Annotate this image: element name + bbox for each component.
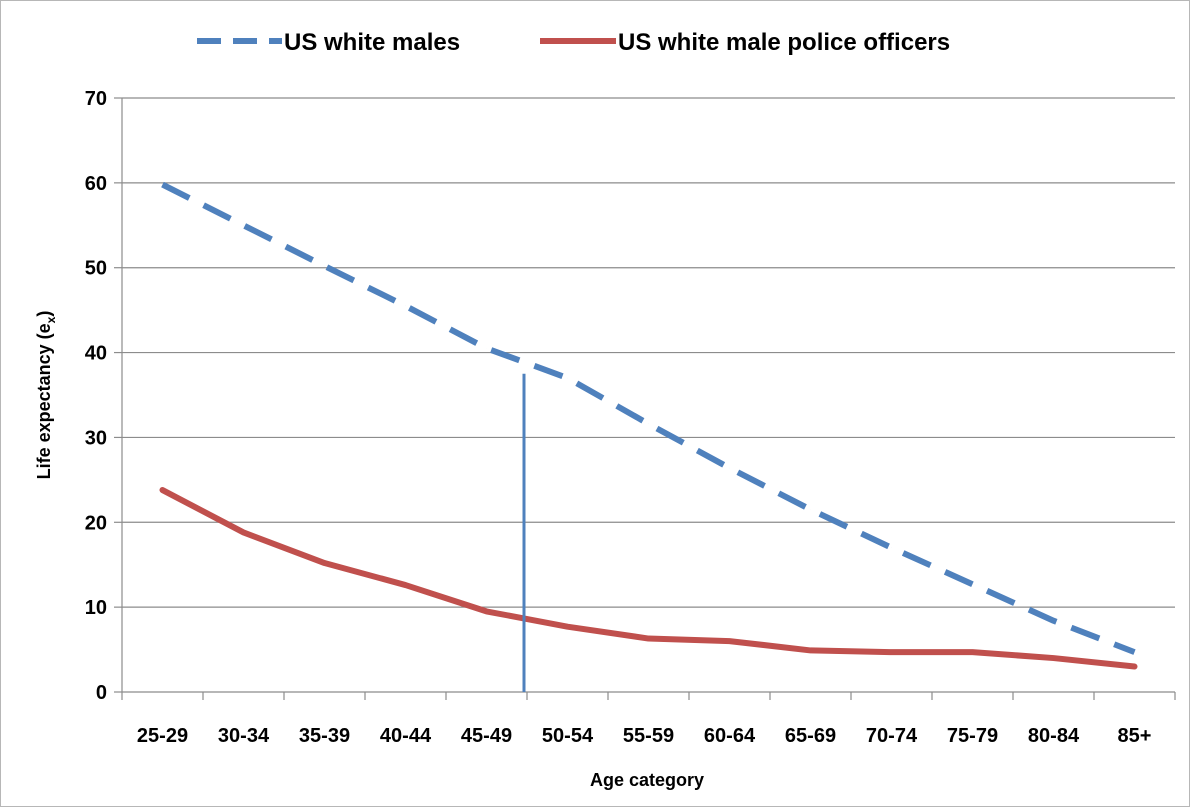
axes (114, 97, 1176, 700)
gridlines (122, 97, 1175, 608)
y-tick-label: 60 (85, 173, 107, 195)
x-tick-label: 50-54 (542, 725, 594, 747)
x-tick-label: 80-84 (1028, 725, 1080, 747)
y-tick-label: 0 (96, 682, 107, 704)
x-tick-label: 45-49 (461, 725, 512, 747)
x-tick-label: 70-74 (866, 725, 918, 747)
y-axis-title-close: ) (34, 311, 54, 317)
legend: US white males US white male police offi… (197, 29, 950, 56)
y-tick-labels: 0 10 20 30 40 50 60 70 (85, 88, 107, 704)
x-tick-labels: 25-29 30-34 35-39 40-44 45-49 50-54 55-59 60-64… (137, 725, 1152, 747)
y-tick-label: 50 (85, 258, 107, 280)
x-tick-label: 75-79 (947, 725, 998, 747)
series-line-police-officers (159, 487, 1138, 670)
y-tick-label: 40 (85, 343, 107, 365)
y-axis-title-main: Life expectancy (e (34, 323, 54, 479)
x-tick-label: 30-34 (218, 725, 270, 747)
series-layer (159, 181, 1138, 670)
legend-label-us-white-males: US white males (284, 29, 460, 56)
series-line-us-white-males (161, 181, 1136, 655)
x-tick-label: 35-39 (299, 725, 350, 747)
x-axis-title: Age category (590, 770, 704, 790)
y-tick-label: 70 (85, 88, 107, 110)
x-tick-label: 55-59 (623, 725, 674, 747)
x-tick-label: 85+ (1118, 725, 1152, 747)
x-tick-label: 65-69 (785, 725, 836, 747)
y-tick-label: 10 (85, 597, 107, 619)
y-axis-title: Life expectancy (ex) (34, 311, 58, 480)
x-tick-label: 40-44 (380, 725, 432, 747)
y-axis-title-subscript: x (44, 316, 58, 323)
x-tick-label: 25-29 (137, 725, 188, 747)
x-tick-label: 60-64 (704, 725, 756, 747)
y-tick-label: 20 (85, 512, 107, 534)
y-tick-label: 30 (85, 427, 107, 449)
legend-label-police-officers: US white male police officers (618, 29, 950, 56)
